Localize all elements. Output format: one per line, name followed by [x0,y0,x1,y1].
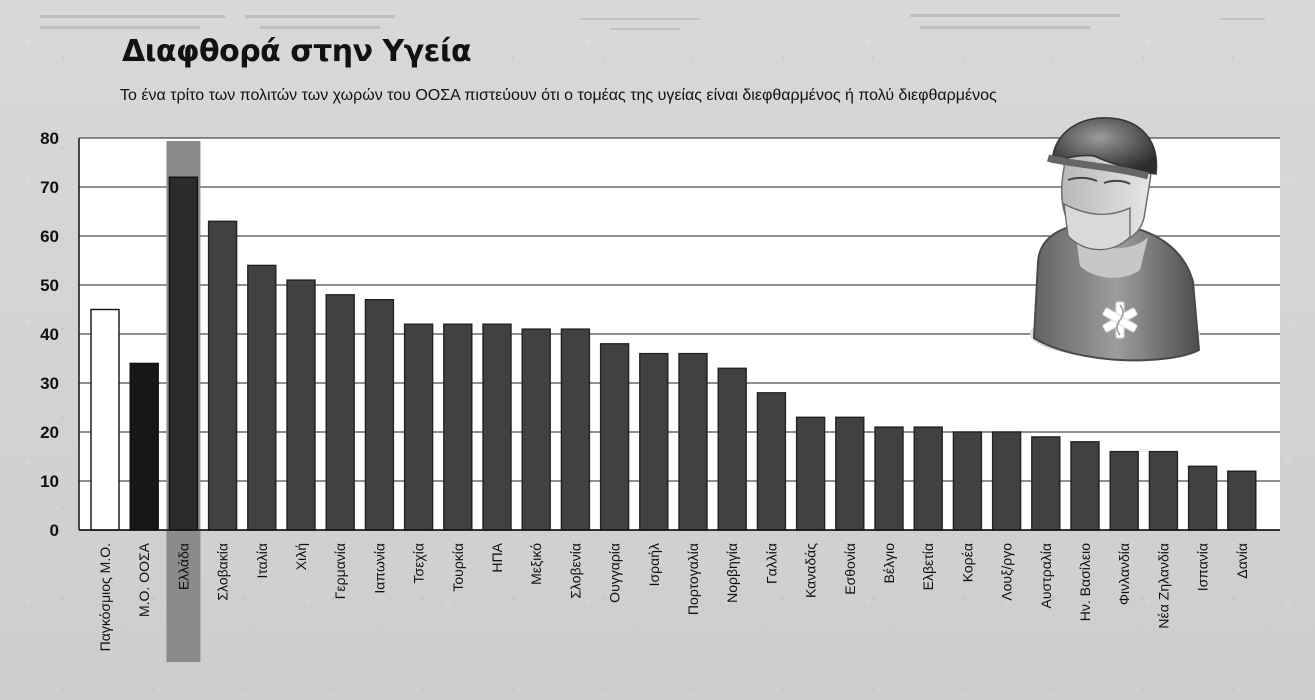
bar-26 [1070,441,1100,531]
x-tick-label-10: Τουρκία [450,543,466,592]
x-tick-label-14: Ουγγαρία [607,543,623,603]
x-tick-label-25: Αυστραλία [1038,543,1054,608]
bar-27 [1109,450,1139,531]
x-tick-label-15: Ισραήλ [646,543,662,586]
y-tick-label-30: 30 [40,374,59,393]
x-tick-label-24: Λουξ/ργο [999,543,1015,601]
bar-29 [1187,465,1218,531]
y-tick-label-80: 80 [40,129,59,148]
x-tick-label-28: Νέα Ζηλανδία [1155,543,1171,629]
x-tick-label-27: Φινλανδία [1116,543,1132,605]
bar-2 [129,362,159,531]
y-tick-label-60: 60 [40,227,59,246]
bar-21 [874,426,904,531]
x-tick-label-20: Εσθονία [842,543,858,595]
bar-6 [286,279,316,531]
x-tick-label-13: Σλοβενία [567,543,583,599]
bar-18 [756,392,787,531]
bar-30 [1227,470,1257,531]
x-tick-label-26: Ην. Βασίλειο [1077,543,1093,621]
bar-12 [521,328,551,531]
x-tick-label-29: Ισπανία [1195,543,1211,591]
bar-3 [168,176,199,531]
bar-14 [599,343,630,531]
bar-19 [795,416,826,531]
x-tick-label-5: Ιταλία [254,543,270,579]
x-tick-label-6: Χιλή [293,543,309,570]
bar-24 [991,431,1022,531]
x-tick-label-7: Γερμανία [332,543,348,599]
y-axis-tick-labels: 0 10 20 30 40 50 60 70 80 [40,129,59,540]
chart-title: Διαφθορά στην Υγεία [122,34,472,69]
x-tick-label-9: Τσεχία [411,543,427,583]
bar-5 [247,264,277,531]
x-tick-label-30: Δανία [1234,543,1250,579]
x-tick-label-1: Παγκόσμιος Μ.Ο. [97,543,113,651]
y-tick-label-20: 20 [40,423,59,442]
x-tick-label-18: Γαλλία [763,543,779,584]
x-tick-label-4: Σλοβακία [215,543,231,601]
bar-23 [952,431,983,531]
x-axis-tick-labels: Παγκόσμιος Μ.Ο. Μ.Ο. ΟΟΣΑ Ελλάδα Σλοβακία Ιτ… [97,542,1250,651]
bar-8 [364,299,395,531]
chart-subtitle: Το ένα τρίτο των πολιτών των χωρών του Ο… [120,87,997,104]
bar-16 [678,352,708,531]
x-tick-label-23: Κορέα [959,543,975,582]
bar-7 [325,294,355,531]
bar-22 [913,426,943,531]
y-tick-label-70: 70 [40,178,59,197]
x-tick-label-17: Νορβηγία [724,543,740,603]
x-tick-label-3: Ελλάδα [175,543,191,590]
bar-9 [403,323,434,531]
x-tick-label-19: Καναδάς [803,543,819,598]
x-tick-label-22: Ελβετία [920,543,936,590]
x-tick-label-8: Ιαπωνία [371,543,387,594]
medical-worker-illustration [1030,117,1201,362]
x-tick-label-11: ΗΠΑ [489,542,505,572]
bar-10 [443,323,473,531]
x-tick-label-16: Πορτογαλία [685,543,701,615]
x-tick-label-2: Μ.Ο. ΟΟΣΑ [136,542,152,617]
bar-17 [717,367,747,531]
bar-13 [560,328,591,531]
y-tick-label-0: 0 [50,521,59,540]
x-tick-label-12: Μεξικό [528,543,544,585]
y-tick-label-10: 10 [40,472,59,491]
bar-20 [835,416,865,531]
bar-28 [1148,450,1179,531]
y-tick-label-50: 50 [40,276,59,295]
bar-15 [639,352,669,531]
chart-axes [78,138,1280,531]
y-tick-label-40: 40 [40,325,59,344]
bar-25 [1031,436,1061,531]
x-tick-label-21: Βέλγιο [881,543,897,584]
bar-series [90,176,1257,531]
bar-1 [90,308,120,531]
bar-11 [482,323,512,531]
bar-4 [207,220,238,531]
